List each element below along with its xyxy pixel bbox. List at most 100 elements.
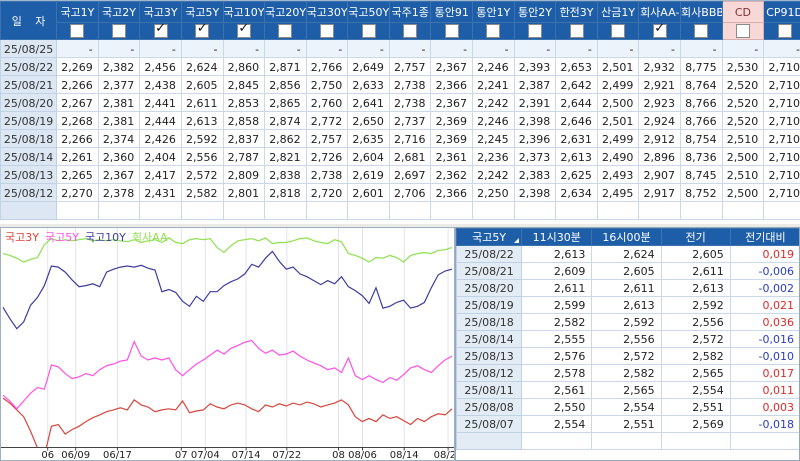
quote-row: 25/08/19 2,599 2,613 2,592 0,021	[456, 296, 799, 314]
yield-chart: 06 06/09 06/17 07 07/04 07/14 07/22 08 08/06 08/1…	[1, 228, 454, 460]
quote-1600: 2,551	[591, 415, 662, 433]
rate-cell: 2,605	[180, 75, 224, 94]
column-header-4[interactable]: 국고10Y	[222, 1, 266, 23]
quote-prev: 2,572	[660, 330, 731, 348]
rate-cell: 2,862	[264, 129, 307, 148]
rate-cell: 2,649	[347, 57, 390, 76]
column-checkbox-3[interactable]	[195, 24, 210, 38]
quote-prev: 2,565	[660, 364, 731, 382]
rate-cell: 2,265	[56, 165, 99, 184]
column-header-11[interactable]: 통안2Y	[513, 1, 557, 23]
rates-row: 25/08/13 2,265 2,367 2,417 2,572 2,809 2,838 2,…	[0, 165, 800, 184]
rate-cell: 2,366	[430, 75, 474, 94]
column-checkbox-4[interactable]	[236, 24, 251, 38]
quote-change: -0,016	[729, 330, 799, 348]
checkbox-cell-1	[97, 22, 141, 40]
rate-cell: 2,367	[430, 93, 474, 112]
column-header-12[interactable]: 한전3Y	[555, 1, 598, 23]
column-header-6[interactable]: 국고30Y	[305, 1, 349, 23]
checkbox-cell-3	[180, 22, 224, 40]
quote-column-header-1[interactable]: 11시30분	[521, 228, 593, 246]
column-checkbox-2[interactable]	[153, 24, 168, 38]
column-header-1[interactable]: 국고2Y	[97, 1, 141, 23]
column-header-14[interactable]: 회사AA-	[638, 1, 682, 23]
quote-change: -0,018	[729, 415, 799, 433]
quote-column-header-2[interactable]: 16시00분	[591, 228, 662, 246]
column-checkbox-10[interactable]	[486, 24, 501, 38]
rate-cell: 2,431	[139, 183, 182, 202]
quote-prev: 2,605	[660, 245, 731, 263]
column-checkbox-0[interactable]	[70, 24, 85, 38]
rate-cell: -	[680, 39, 723, 58]
rate-cell: 2,261	[56, 147, 99, 166]
quote-row: 25/08/11 2,561 2,565 2,554 0,011	[456, 381, 799, 399]
rate-cell: 2,381	[97, 93, 141, 112]
rate-cell: 2,624	[180, 57, 224, 76]
column-checkbox-1[interactable]	[112, 24, 127, 38]
column-checkbox-8[interactable]	[403, 24, 418, 38]
column-checkbox-9[interactable]	[444, 24, 459, 38]
column-header-8[interactable]: 국주1종	[388, 1, 432, 23]
rate-cell: -	[305, 39, 349, 58]
column-checkbox-5[interactable]	[278, 24, 293, 38]
column-header-5[interactable]: 국고20Y	[264, 1, 307, 23]
column-header-3[interactable]: 국고5Y	[180, 1, 224, 23]
rate-cell: 2,520	[721, 111, 765, 130]
quote-date: 25/08/12	[456, 364, 523, 382]
column-checkbox-16[interactable]	[735, 24, 750, 38]
quote-1600: 2,611	[591, 279, 662, 297]
column-checkbox-11[interactable]	[527, 24, 542, 38]
rate-cell: 2,710	[763, 111, 800, 130]
column-header-16[interactable]: CD	[721, 1, 765, 23]
rates-matrix-panel: 일 자 국고1Y 국고2Y 국고3Y 국고5Y 국고10Y 국고20Y 국고30Y 국고50Y 국…	[0, 0, 800, 224]
column-checkbox-14[interactable]	[652, 24, 667, 38]
rate-cell: -	[513, 39, 557, 58]
quote-history-panel: 국고5Y 11시30분 16시00분 전기 전기대비 25/08/22 2,613 2,624…	[455, 227, 800, 461]
column-header-15[interactable]: 회사BBB-	[680, 1, 723, 23]
column-header-13[interactable]: 산금1Y	[596, 1, 640, 23]
column-header-7[interactable]: 국고50Y	[347, 1, 390, 23]
quote-column-header-4[interactable]: 전기대비	[729, 228, 799, 246]
row-date: 25/08/19	[0, 111, 58, 130]
column-checkbox-12[interactable]	[569, 24, 584, 38]
rate-cell: 2,493	[596, 165, 640, 184]
date-column-header[interactable]: 일 자	[0, 1, 58, 40]
quote-row: 25/08/18 2,582 2,592 2,556 0,036	[456, 313, 799, 331]
column-checkbox-15[interactable]	[694, 24, 709, 38]
rate-cell: 2,710	[763, 147, 800, 166]
quote-date: 25/08/14	[456, 330, 523, 348]
rate-cell: 2,378	[97, 183, 141, 202]
rate-cell: 2,556	[180, 147, 224, 166]
column-checkbox-17[interactable]	[777, 24, 792, 38]
column-header-17[interactable]: CP91D	[763, 1, 800, 23]
column-header-2[interactable]: 국고3Y	[139, 1, 182, 23]
column-checkbox-6[interactable]	[319, 24, 334, 38]
rate-cell: 2,726	[305, 147, 349, 166]
column-checkbox-7[interactable]	[361, 24, 376, 38]
quote-column-header-0[interactable]: 국고5Y	[456, 228, 523, 246]
column-header-0[interactable]: 국고1Y	[56, 1, 99, 23]
rate-cell: 2,924	[638, 111, 682, 130]
rate-cell: 2,706	[388, 183, 432, 202]
svg-text:08: 08	[332, 450, 345, 460]
rate-cell: 2,653	[555, 57, 598, 76]
rate-cell: 2,241	[472, 75, 515, 94]
rate-cell: 2,426	[139, 129, 182, 148]
rate-cell: 2,865	[264, 93, 307, 112]
checkbox-cell-17	[763, 22, 800, 40]
rate-cell: -	[180, 39, 224, 58]
quote-column-header-3[interactable]: 전기	[660, 228, 731, 246]
rate-cell: 2,495	[596, 183, 640, 202]
rate-cell: 2,710	[763, 165, 800, 184]
column-checkbox-13[interactable]	[611, 24, 626, 38]
rate-cell: 2,921	[638, 75, 682, 94]
column-header-9[interactable]: 통안91	[430, 1, 474, 23]
quote-1130: 2,550	[521, 398, 593, 416]
checkbox-cell-16	[721, 22, 765, 40]
rate-cell: 2,510	[721, 129, 765, 148]
column-header-10[interactable]: 통안1Y	[472, 1, 515, 23]
rate-cell: 2,650	[347, 111, 390, 130]
quote-change: 0,011	[729, 381, 799, 399]
rate-cell: -	[347, 39, 390, 58]
rate-cell: 2,246	[472, 111, 515, 130]
